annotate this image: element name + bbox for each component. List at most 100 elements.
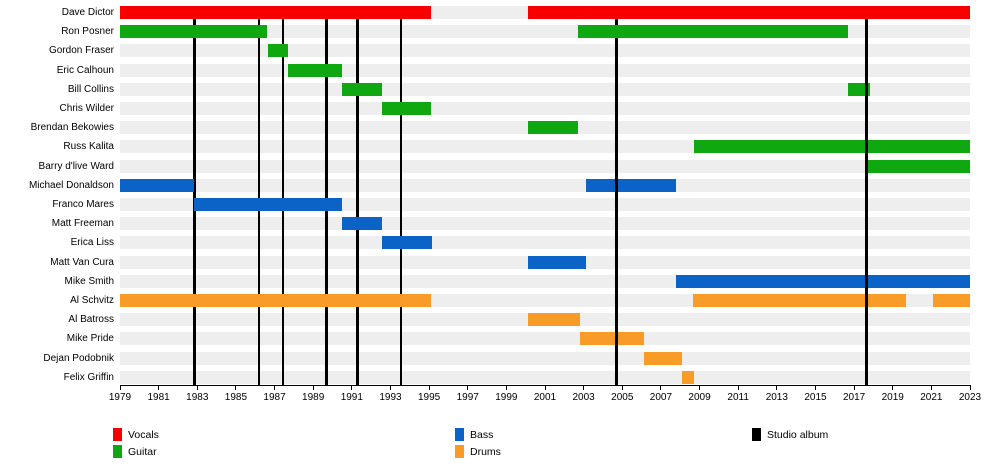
x-axis-tick <box>583 385 585 390</box>
x-axis-tick <box>969 385 971 390</box>
studio-album-line <box>356 6 359 385</box>
timeline-bar-guitar <box>267 44 289 58</box>
member-label: Felix Griffin <box>63 371 114 383</box>
x-axis-tick-label: 2011 <box>727 392 749 403</box>
x-axis-tick-label: 1979 <box>108 392 132 403</box>
member-label: Chris Wilder <box>59 103 114 114</box>
timeline-bar-guitar <box>694 140 970 154</box>
timeline-bar-drums <box>933 294 970 307</box>
x-axis-tick <box>853 385 855 390</box>
guitar-color-swatch <box>113 445 122 458</box>
legend-label-drums: Drums <box>470 446 501 458</box>
member-label: Matt Van Cura <box>50 256 114 268</box>
x-axis-tick-label: 1983 <box>186 392 209 403</box>
timeline-bar-bass <box>194 198 343 211</box>
x-axis-tick <box>544 385 546 390</box>
member-label: Dejan Podobnik <box>43 352 114 364</box>
studio-album-line <box>399 6 403 385</box>
x-axis-tick-label: 1999 <box>495 392 518 403</box>
member-label: Michael Donaldson <box>28 179 114 191</box>
timeline-bar-bass <box>381 236 432 250</box>
timeline-bar-bass <box>120 178 195 192</box>
timeline-bar-drums <box>643 351 683 365</box>
timeline-bar-guitar <box>120 25 267 39</box>
x-axis-tick <box>467 385 469 390</box>
timeline-bar-drums <box>579 332 644 346</box>
timeline-row-band <box>120 82 970 96</box>
x-axis-tick <box>274 385 276 390</box>
studio-album-line <box>193 6 196 385</box>
x-axis-tick <box>660 385 662 390</box>
timeline-bar-bass <box>676 274 970 288</box>
x-axis-tick-label: 2015 <box>804 392 827 403</box>
x-axis-tick-label: 1997 <box>456 392 479 403</box>
x-axis-tick <box>196 385 198 390</box>
timeline-row-band <box>120 351 970 365</box>
x-axis-tick <box>158 385 160 390</box>
studio-album-line-front <box>615 42 618 385</box>
timeline-bar-vocals <box>527 6 970 19</box>
timeline-bar-bass <box>585 178 677 192</box>
timeline-row-band <box>120 102 970 115</box>
x-axis-tick-label: 1985 <box>224 392 248 403</box>
studio-album-line <box>281 6 285 385</box>
timeline-bar-guitar <box>288 63 343 77</box>
x-axis-tick-label: 2009 <box>688 392 711 403</box>
x-axis-tick-label: 2007 <box>649 392 673 403</box>
x-axis-tick <box>505 385 507 390</box>
x-axis-tick-label: 2023 <box>958 392 982 403</box>
legend-label-vocals: Vocals <box>128 429 159 441</box>
timeline-bar-guitar <box>381 102 431 115</box>
x-axis-tick <box>235 385 237 390</box>
timeline-bar-vocals <box>120 6 432 19</box>
legend-label-bass: Bass <box>470 429 494 441</box>
x-axis-tick-label: 2013 <box>765 392 788 403</box>
x-axis-tick-label: 2017 <box>842 392 866 403</box>
timeline-bar-bass <box>342 217 382 231</box>
studio-album-line-front <box>865 42 868 385</box>
member-label: Eric Calhoun <box>56 64 114 76</box>
x-axis-tick <box>312 385 314 390</box>
vocals-color-swatch <box>113 428 122 441</box>
timeline-row-band <box>120 178 970 192</box>
x-axis-tick <box>776 385 778 390</box>
member-label: Al Batross <box>68 314 114 326</box>
x-axis-tick-label: 2005 <box>611 392 634 403</box>
member-label: Mike Smith <box>64 275 114 287</box>
timeline-row-band <box>120 332 970 346</box>
member-label: Franco Mares <box>52 199 114 210</box>
x-axis-tick <box>621 385 623 390</box>
x-axis-tick <box>119 385 121 390</box>
timeline-bar-guitar <box>868 159 970 173</box>
timeline-row-band <box>120 159 970 173</box>
x-axis-tick-label: 2019 <box>881 392 904 403</box>
x-axis-tick-label: 2021 <box>920 392 943 403</box>
legend-label-studio-album: Studio album <box>767 429 829 441</box>
x-axis-tick-label: 1989 <box>302 392 325 403</box>
timeline-bar-drums <box>527 313 580 327</box>
x-axis-tick <box>814 385 816 390</box>
member-label: Ron Posner <box>61 26 114 38</box>
timeline-row-band <box>120 217 970 231</box>
x-axis-tick-label: 1987 <box>263 392 286 403</box>
legend-label-guitar: Guitar <box>128 446 157 458</box>
x-axis-tick <box>351 385 353 390</box>
timeline-bar-guitar <box>848 82 870 96</box>
x-axis-tick-label: 2001 <box>533 392 557 403</box>
timeline-row-band <box>120 236 970 250</box>
x-axis-tick <box>737 385 739 390</box>
timeline-bar-guitar <box>342 82 382 96</box>
studio-album-line <box>257 6 261 385</box>
x-axis-tick-label: 1993 <box>379 392 402 403</box>
x-axis-tick <box>930 385 932 390</box>
timeline-row-band <box>120 44 970 58</box>
x-axis-tick-label: 1991 <box>340 392 363 403</box>
x-axis-line <box>120 385 971 386</box>
member-label: Gordon Fraser <box>48 45 114 57</box>
x-axis-tick-label: 2003 <box>572 392 595 403</box>
timeline-bar-guitar <box>577 25 849 39</box>
studio-album-line <box>325 6 328 385</box>
member-label: Russ Kalita <box>63 141 114 153</box>
member-label: Erica Liss <box>70 237 114 249</box>
